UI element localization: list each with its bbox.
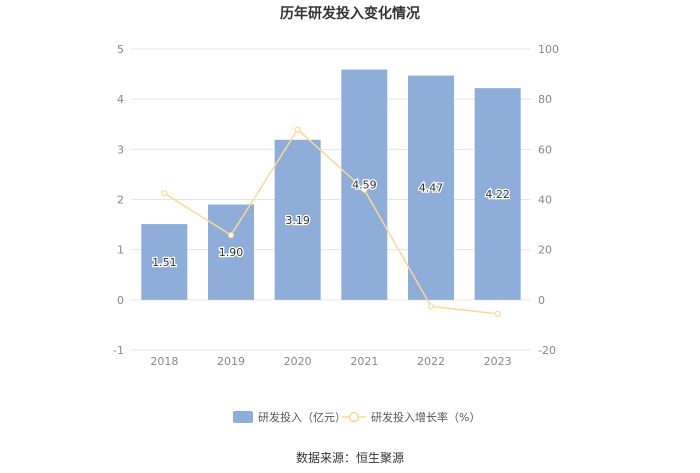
left-axis-ticks: -1 0 1 2 3 4 5 [113, 43, 124, 357]
legend-label-bar: 研发投入（亿元） [258, 410, 346, 424]
x-tick-label: 2022 [417, 355, 445, 368]
growth-rate-point-2023 [494, 310, 501, 317]
data-source: 数据来源：恒生聚源 [296, 450, 404, 465]
x-tick-label: 2021 [350, 355, 378, 368]
right-tick-label: 40 [538, 194, 552, 207]
bar-2020 [274, 139, 321, 300]
growth-rate-line [163, 128, 498, 315]
growth-rate-point-2019 [227, 232, 235, 239]
left-tick-label: 0 [117, 294, 124, 307]
left-tick-label: 4 [117, 93, 124, 106]
legend-swatch-bar [233, 411, 253, 423]
right-axis-ticks: -20 0 20 40 60 80 100 [538, 43, 559, 357]
right-tick-label: 0 [538, 294, 545, 307]
bar-label-2020: 3.19 [285, 214, 310, 227]
left-tick-label: 5 [117, 43, 124, 56]
right-tick-label: 20 [538, 244, 552, 257]
right-tick-label: 60 [538, 143, 552, 156]
line-series [161, 126, 501, 317]
left-tick-label: 3 [117, 143, 124, 156]
x-tick-label: 2018 [150, 355, 178, 368]
x-tick-label: 2023 [484, 355, 512, 368]
legend-label-line: 研发投入增长率（%） [371, 410, 480, 424]
bar-data-labels: 1.51 1.90 3.19 4.59 4.47 4.22 [151, 177, 511, 270]
right-tick-label: 80 [538, 93, 552, 106]
grid-lines [131, 48, 531, 351]
bar-2019 [208, 204, 254, 300]
growth-rate-point-2020 [294, 126, 301, 133]
left-tick-label: -1 [113, 344, 124, 357]
left-tick-label: 1 [117, 244, 124, 257]
chart-title: 历年研发投入变化情况 [280, 5, 420, 22]
bar-label-2023: 4.22 [485, 188, 510, 201]
bar-series [141, 69, 521, 300]
left-tick-label: 2 [117, 194, 124, 207]
growth-rate-point-2021 [361, 186, 368, 193]
bar-label-2018: 1.51 [152, 256, 177, 269]
bar-label-2019: 1.90 [219, 246, 244, 259]
legend-swatch-line-marker [348, 411, 360, 423]
x-tick-label: 2020 [284, 355, 312, 368]
bar-2021 [341, 69, 388, 300]
bar-label-2022: 4.47 [419, 182, 444, 195]
right-tick-label: -20 [538, 344, 556, 357]
growth-rate-point-2022 [427, 303, 435, 310]
growth-rate-point-2018 [161, 190, 168, 197]
legend: 研发投入（亿元） 研发投入增长率（%） [233, 410, 480, 424]
x-axis-ticks: 2018 2019 2020 2021 2022 2023 [150, 355, 511, 368]
x-tick-label: 2019 [217, 355, 245, 368]
bar-2022 [408, 75, 454, 300]
right-tick-label: 100 [538, 43, 559, 56]
bar-label-2021: 4.59 [352, 179, 377, 192]
bar-2018 [141, 224, 188, 300]
bar-2023 [474, 88, 521, 300]
